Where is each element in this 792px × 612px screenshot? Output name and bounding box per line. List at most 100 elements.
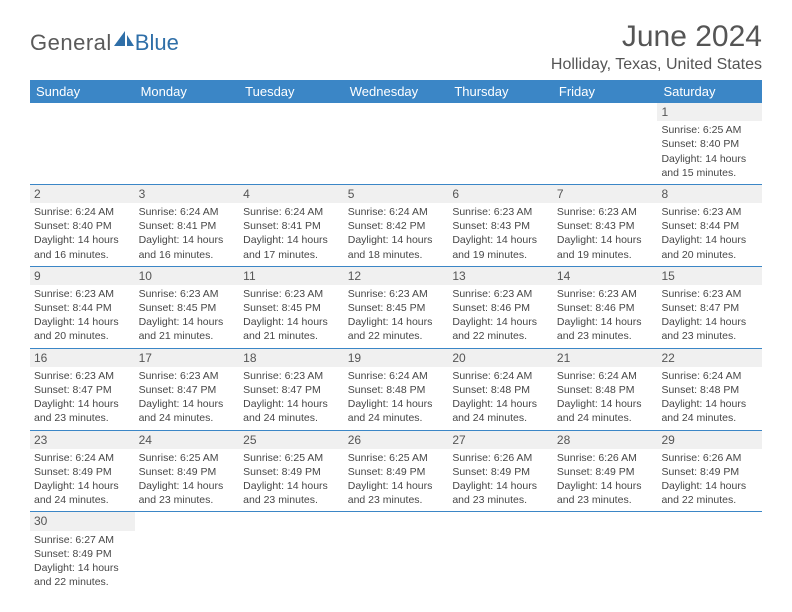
calendar-cell: 24Sunrise: 6:25 AMSunset: 8:49 PMDayligh… (135, 431, 240, 512)
sunset-text: Sunset: 8:47 PM (243, 383, 340, 397)
daylight1-text: Daylight: 14 hours (661, 152, 758, 166)
day-number: 24 (135, 431, 240, 449)
calendar-cell: 4Sunrise: 6:24 AMSunset: 8:41 PMDaylight… (239, 185, 344, 266)
sunset-text: Sunset: 8:45 PM (348, 301, 445, 315)
calendar-cell (448, 512, 553, 593)
calendar-week: 16Sunrise: 6:23 AMSunset: 8:47 PMDayligh… (30, 349, 762, 431)
calendar-cell: 5Sunrise: 6:24 AMSunset: 8:42 PMDaylight… (344, 185, 449, 266)
calendar-cell: 22Sunrise: 6:24 AMSunset: 8:48 PMDayligh… (657, 349, 762, 430)
sunset-text: Sunset: 8:43 PM (557, 219, 654, 233)
sunrise-text: Sunrise: 6:26 AM (557, 451, 654, 465)
daylight1-text: Daylight: 14 hours (243, 233, 340, 247)
daylight1-text: Daylight: 14 hours (243, 315, 340, 329)
day-number: 16 (30, 349, 135, 367)
calendar-cell (344, 103, 449, 184)
calendar-week: 9Sunrise: 6:23 AMSunset: 8:44 PMDaylight… (30, 267, 762, 349)
calendar-cell (448, 103, 553, 184)
calendar-cell: 7Sunrise: 6:23 AMSunset: 8:43 PMDaylight… (553, 185, 658, 266)
day-number: 21 (553, 349, 658, 367)
daylight1-text: Daylight: 14 hours (243, 397, 340, 411)
day-header: Thursday (448, 80, 553, 103)
sunset-text: Sunset: 8:43 PM (452, 219, 549, 233)
sunrise-text: Sunrise: 6:24 AM (661, 369, 758, 383)
daylight2-text: and 16 minutes. (139, 248, 236, 262)
daylight1-text: Daylight: 14 hours (348, 315, 445, 329)
sunset-text: Sunset: 8:47 PM (34, 383, 131, 397)
daylight2-text: and 16 minutes. (34, 248, 131, 262)
daylight1-text: Daylight: 14 hours (139, 233, 236, 247)
day-number: 25 (239, 431, 344, 449)
calendar-cell (657, 512, 762, 593)
sunset-text: Sunset: 8:46 PM (452, 301, 549, 315)
daylight1-text: Daylight: 14 hours (452, 479, 549, 493)
daylight1-text: Daylight: 14 hours (34, 233, 131, 247)
daylight1-text: Daylight: 14 hours (661, 315, 758, 329)
calendar-cell: 26Sunrise: 6:25 AMSunset: 8:49 PMDayligh… (344, 431, 449, 512)
daylight2-text: and 23 minutes. (348, 493, 445, 507)
sunset-text: Sunset: 8:49 PM (139, 465, 236, 479)
day-number: 20 (448, 349, 553, 367)
daylight2-text: and 22 minutes. (661, 493, 758, 507)
calendar-cell: 25Sunrise: 6:25 AMSunset: 8:49 PMDayligh… (239, 431, 344, 512)
calendar-cell: 13Sunrise: 6:23 AMSunset: 8:46 PMDayligh… (448, 267, 553, 348)
daylight2-text: and 24 minutes. (139, 411, 236, 425)
sunrise-text: Sunrise: 6:24 AM (34, 205, 131, 219)
day-header: Tuesday (239, 80, 344, 103)
calendar-cell: 1Sunrise: 6:25 AMSunset: 8:40 PMDaylight… (657, 103, 762, 184)
day-number: 22 (657, 349, 762, 367)
calendar-cell (239, 103, 344, 184)
daylight2-text: and 17 minutes. (243, 248, 340, 262)
calendar-cell: 19Sunrise: 6:24 AMSunset: 8:48 PMDayligh… (344, 349, 449, 430)
sunset-text: Sunset: 8:49 PM (34, 547, 131, 561)
daylight2-text: and 19 minutes. (452, 248, 549, 262)
sunset-text: Sunset: 8:49 PM (34, 465, 131, 479)
sunrise-text: Sunrise: 6:23 AM (452, 287, 549, 301)
sunrise-text: Sunrise: 6:27 AM (34, 533, 131, 547)
day-number: 30 (30, 512, 135, 530)
calendar-cell (30, 103, 135, 184)
daylight2-text: and 23 minutes. (34, 411, 131, 425)
calendar-cell: 2 Sunrise: 6:24 AMSunset: 8:40 PMDaylight… (30, 185, 135, 266)
calendar-week: 2Sunrise: 6:24 AMSunset: 8:40 PMDaylight… (30, 185, 762, 267)
sunset-text: Sunset: 8:49 PM (452, 465, 549, 479)
calendar-cell (553, 103, 658, 184)
calendar-cell (553, 512, 658, 593)
daylight1-text: Daylight: 14 hours (661, 479, 758, 493)
daylight1-text: Daylight: 14 hours (452, 233, 549, 247)
logo: General Blue (30, 30, 179, 56)
daylight1-text: Daylight: 14 hours (243, 479, 340, 493)
title-block: June 2024 Holliday, Texas, United States (551, 20, 762, 74)
sunset-text: Sunset: 8:49 PM (557, 465, 654, 479)
day-header: Friday (553, 80, 658, 103)
calendar-cell: 10Sunrise: 6:23 AMSunset: 8:45 PMDayligh… (135, 267, 240, 348)
calendar-cell: 9Sunrise: 6:23 AMSunset: 8:44 PMDaylight… (30, 267, 135, 348)
calendar-cell: 6Sunrise: 6:23 AMSunset: 8:43 PMDaylight… (448, 185, 553, 266)
sunrise-text: Sunrise: 6:24 AM (139, 205, 236, 219)
sunset-text: Sunset: 8:47 PM (139, 383, 236, 397)
sunrise-text: Sunrise: 6:24 AM (34, 451, 131, 465)
sunrise-text: Sunrise: 6:23 AM (34, 369, 131, 383)
sunset-text: Sunset: 8:40 PM (34, 219, 131, 233)
sunrise-text: Sunrise: 6:23 AM (139, 287, 236, 301)
calendar: Sunday Monday Tuesday Wednesday Thursday… (30, 80, 762, 593)
sunrise-text: Sunrise: 6:23 AM (348, 287, 445, 301)
daylight1-text: Daylight: 14 hours (34, 315, 131, 329)
calendar-cell: 23Sunrise: 6:24 AMSunset: 8:49 PMDayligh… (30, 431, 135, 512)
calendar-cell: 12Sunrise: 6:23 AMSunset: 8:45 PMDayligh… (344, 267, 449, 348)
day-number: 28 (553, 431, 658, 449)
calendar-week: 1Sunrise: 6:25 AMSunset: 8:40 PMDaylight… (30, 103, 762, 185)
calendar-week: 30Sunrise: 6:27 AMSunset: 8:49 PMDayligh… (30, 512, 762, 593)
calendar-cell: 14Sunrise: 6:23 AMSunset: 8:46 PMDayligh… (553, 267, 658, 348)
daylight2-text: and 23 minutes. (557, 493, 654, 507)
daylight1-text: Daylight: 14 hours (348, 233, 445, 247)
day-number: 29 (657, 431, 762, 449)
sunrise-text: Sunrise: 6:24 AM (348, 369, 445, 383)
sunrise-text: Sunrise: 6:23 AM (661, 205, 758, 219)
sunrise-text: Sunrise: 6:25 AM (661, 123, 758, 137)
sunrise-text: Sunrise: 6:25 AM (348, 451, 445, 465)
day-number: 2 (30, 185, 135, 203)
daylight1-text: Daylight: 14 hours (661, 233, 758, 247)
day-number: 13 (448, 267, 553, 285)
day-number: 7 (553, 185, 658, 203)
sunset-text: Sunset: 8:49 PM (661, 465, 758, 479)
